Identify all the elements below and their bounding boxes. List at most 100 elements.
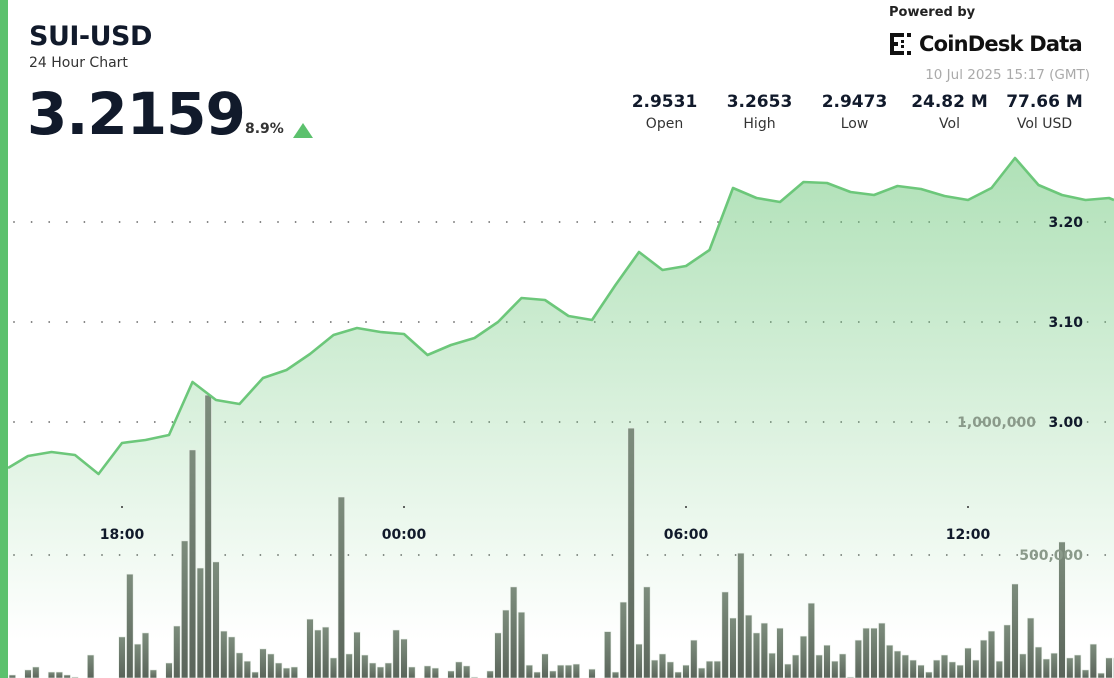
grid-dot: [699, 221, 702, 223]
price-tick-label: 3.20: [1048, 215, 1083, 231]
volume-bar: [220, 630, 228, 678]
volume-bar: [463, 665, 471, 678]
volume-bar: [933, 659, 941, 678]
grid-dot: [523, 221, 526, 223]
grid-dot: [347, 221, 350, 223]
volume-bar: [376, 666, 385, 678]
grid-dot: [101, 221, 103, 223]
grid-dot: [593, 221, 596, 223]
volume-bar: [831, 660, 839, 678]
stat-open: 2.9531 Open: [617, 92, 712, 132]
volume-bar: [651, 659, 659, 678]
grid-dot: [329, 321, 332, 323]
grid-dot: [541, 221, 543, 223]
volume-bar: [807, 602, 815, 678]
grid-dot: [435, 321, 438, 323]
volume-bar: [1050, 652, 1058, 678]
volume-bar: [854, 639, 862, 678]
coindesk-logo-icon: [890, 33, 911, 55]
grid-dot: [30, 321, 33, 323]
volume-bar: [306, 618, 314, 678]
grid-dot: [259, 221, 262, 223]
coindesk-logo: CoinDesk Data: [889, 32, 1083, 56]
grid-dot: [294, 221, 297, 223]
volume-bar: [290, 666, 298, 678]
volume-bar: [181, 540, 189, 678]
grid-dot: [171, 421, 174, 423]
price-line: [7, 156, 1114, 476]
grid-dot: [136, 221, 139, 223]
grid-dot: [365, 321, 367, 323]
grid-dot: [13, 421, 15, 423]
volume-bar: [188, 449, 197, 678]
grid-dot: [153, 321, 156, 323]
current-price: 3.2159: [27, 80, 246, 148]
grid-dot: [453, 321, 455, 323]
time-tick-label: 12:00: [946, 527, 991, 543]
stat-value: 3.2653: [726, 92, 793, 112]
volume-bar: [47, 671, 56, 678]
volume-bar: [345, 653, 353, 678]
volume-tick-label: 500,000: [1019, 548, 1083, 564]
volume-bar: [619, 601, 627, 678]
timestamp: 10 Jul 2025 15:17 (GMT): [925, 67, 1090, 83]
grid-dot: [136, 321, 139, 323]
volume-bar: [1034, 646, 1043, 678]
accent-bar: [0, 0, 8, 678]
x-tick-mark: [121, 506, 123, 508]
grid-dot: [400, 221, 403, 223]
stat-value: 2.9531: [631, 92, 698, 112]
grid-dot: [488, 321, 491, 323]
grid-dot: [136, 421, 139, 423]
volume-bar: [423, 665, 432, 678]
volume-bar: [1097, 672, 1105, 678]
volume-bar: [322, 626, 330, 678]
volume-bar: [752, 632, 761, 678]
volume-bar: [643, 586, 651, 678]
time-tick-label: 00:00: [382, 527, 427, 543]
grid-dot: [417, 321, 420, 323]
volume-bar: [705, 660, 714, 678]
price-tick-label: 3.00: [1048, 415, 1083, 431]
volume-bar: [447, 670, 455, 678]
grid-dot: [312, 221, 315, 223]
grid-dot: [488, 221, 491, 223]
x-tick-mark: [685, 506, 687, 508]
volume-bar: [533, 671, 541, 678]
x-tick-mark: [967, 506, 969, 508]
volume-bar: [314, 629, 322, 678]
price-area: [8, 158, 1114, 678]
stat-high: 3.2653 High: [712, 92, 807, 132]
volume-bar: [588, 668, 596, 678]
volume-bar: [494, 632, 502, 678]
volume-bar: [1074, 654, 1082, 678]
axis-labels: 1,000,000 500,000 3.00 3.10 3.20 18:00 00:00 06…: [100, 215, 1084, 564]
volume-bar: [862, 627, 870, 678]
volume-bar: [118, 636, 126, 678]
volume-bar: [502, 609, 510, 678]
grid-dot: [83, 421, 86, 423]
volume-bar: [925, 671, 933, 678]
volume-bar: [729, 617, 737, 678]
volume-bar: [1081, 669, 1090, 678]
grid-dot: [118, 321, 121, 323]
volume-bar: [392, 629, 400, 678]
grid-dot: [83, 221, 86, 223]
grid-dot: [435, 221, 438, 223]
grid-dot: [153, 221, 156, 223]
grid-dot: [277, 321, 279, 323]
grid-dot: [171, 221, 174, 223]
volume-bar: [799, 635, 808, 678]
grid-dot: [382, 321, 385, 323]
x-tick-mark: [403, 506, 405, 508]
volume-bar: [141, 632, 150, 678]
volume-bar: [972, 659, 980, 678]
volume-bar: [784, 663, 792, 678]
volume-bar: [1105, 657, 1113, 678]
grid-dot: [611, 221, 614, 223]
grid-dot: [48, 321, 51, 323]
volume-bar: [431, 667, 439, 678]
pair-title: SUI-USD: [29, 21, 152, 52]
volume-bar: [267, 653, 275, 678]
grid-dot: [505, 221, 508, 223]
